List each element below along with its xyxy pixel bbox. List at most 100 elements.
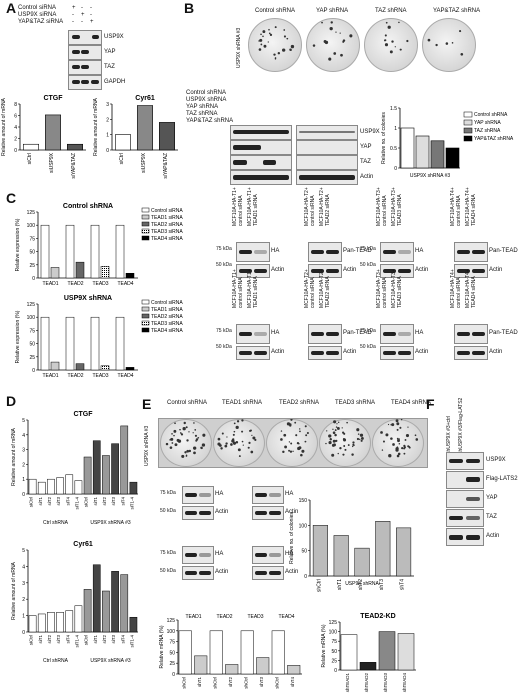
colony-dot <box>329 27 333 31</box>
bar <box>67 143 84 151</box>
colony-dot <box>262 30 266 34</box>
e-blot-actin <box>182 506 214 520</box>
colony-dot <box>351 453 354 456</box>
chart-c-usp9x: USP9X shRNA 0 25 50 75 100 125 Relative express… <box>15 295 183 379</box>
colony-dot <box>394 46 396 48</box>
x-tick-label: shT1 <box>197 677 202 688</box>
colony-dot <box>169 446 173 449</box>
panel-label-c: C <box>6 190 17 206</box>
colony-dot <box>174 422 176 425</box>
c-lane-label: TEAD4 siRNA <box>471 194 477 226</box>
colony-dot <box>194 429 197 431</box>
colony-dot <box>260 43 263 46</box>
colony-dot <box>253 437 255 439</box>
band <box>239 351 252 355</box>
bar <box>129 616 138 633</box>
colony-dot <box>254 438 257 442</box>
y-tick-label: 2 <box>106 117 109 123</box>
colony-dot <box>283 29 286 31</box>
colony-dot <box>396 437 399 440</box>
colony-dot <box>263 44 267 48</box>
a-blot-taz <box>68 60 102 75</box>
c-blot-label: Actin <box>343 349 357 355</box>
x-tick-label: siT3 <box>111 635 116 644</box>
colony-dot <box>221 432 224 435</box>
f-lane-label: shUSP9X #3+ctrl <box>446 415 452 454</box>
legend-label: Control siRNA <box>151 208 183 214</box>
y-tick-label: 125 <box>27 210 36 216</box>
colony-dot <box>165 442 169 446</box>
colony-dot <box>283 433 287 437</box>
bar <box>92 564 101 633</box>
colony-dot <box>335 31 337 33</box>
panel-label-b: B <box>184 0 195 16</box>
bar <box>100 266 110 279</box>
band <box>326 351 339 355</box>
bar <box>65 474 74 495</box>
y-tick-label: 50 <box>29 342 35 348</box>
colony-dot <box>274 58 277 60</box>
colony-dot <box>391 40 394 43</box>
c-blot-label: Actin <box>415 349 429 355</box>
colony-dot <box>334 433 337 437</box>
bar <box>120 425 129 495</box>
y-tick-label: 0 <box>32 276 35 282</box>
colony-dot <box>312 44 316 47</box>
x-tick-label: siCtrl <box>29 497 34 507</box>
legend-label: Control shRNA <box>474 112 508 118</box>
y-tick-label: 125 <box>27 302 36 308</box>
e-plate-tead1 <box>213 419 265 467</box>
colony-dot <box>346 421 348 424</box>
f-blot-usp9x <box>446 452 484 470</box>
y-tick-label: 3 <box>106 102 109 108</box>
kda-label: 50 kDa <box>216 344 232 350</box>
y-tick-label: 2 <box>22 597 25 603</box>
colony-dot <box>397 452 401 456</box>
b-blot-label: YAP <box>360 144 372 150</box>
y-tick-label: 0 <box>172 672 175 678</box>
legend-swatch <box>141 214 150 220</box>
colony-dot <box>225 442 228 445</box>
colony-dot <box>193 451 196 455</box>
kda-label: 50 kDa <box>160 508 176 514</box>
band <box>199 511 211 515</box>
b-plate-label: TAZ shRNA <box>375 8 407 14</box>
c-lane-label: control siRNA <box>238 195 244 226</box>
colony-dot <box>325 442 327 445</box>
x-tick-label: siT2 <box>102 497 107 506</box>
a-row-label: YAP&TAZ siRNA <box>18 19 64 25</box>
x-tick-label: TEAD3 <box>92 373 108 379</box>
c-blot-label: Actin <box>271 349 285 355</box>
bar <box>47 612 55 633</box>
c-lane-label: TEAD4 siRNA <box>471 276 477 308</box>
bar <box>194 655 208 675</box>
colony-dot <box>171 442 174 444</box>
b-row-label: TAZ shRNA <box>186 111 218 117</box>
colony-dot <box>277 52 281 55</box>
colony-dot <box>445 42 449 45</box>
x-tick-label: shT3 <box>259 677 264 688</box>
e-blot-label: Actin <box>215 509 229 515</box>
colony-dot <box>388 454 392 458</box>
colony-dot <box>399 48 402 51</box>
colony-dot <box>387 25 391 29</box>
band <box>269 553 281 557</box>
colony-dot <box>188 431 190 433</box>
y-tick-label: 4 <box>22 564 25 570</box>
legend-label: TAZ shRNA <box>474 128 501 134</box>
band <box>239 250 252 254</box>
y-tick-label: 50 <box>169 650 175 656</box>
x-tick-label: siT1-4 <box>74 635 79 648</box>
legend-swatch <box>141 221 150 227</box>
band <box>383 250 396 254</box>
x-axis-label: USP9X shRNA <box>345 581 379 587</box>
y-tick-label: 25 <box>29 355 35 361</box>
c-blot-label: HA <box>415 330 424 336</box>
colony-dot <box>174 443 178 447</box>
e-blot-label: Actin <box>285 509 299 515</box>
b-blot-taz-2 <box>296 155 358 170</box>
colony-dot <box>332 439 336 443</box>
x-tick-label: siT4 <box>120 635 125 644</box>
colony-dot <box>356 428 360 432</box>
x-tick-label: siUSP9X <box>141 152 147 173</box>
